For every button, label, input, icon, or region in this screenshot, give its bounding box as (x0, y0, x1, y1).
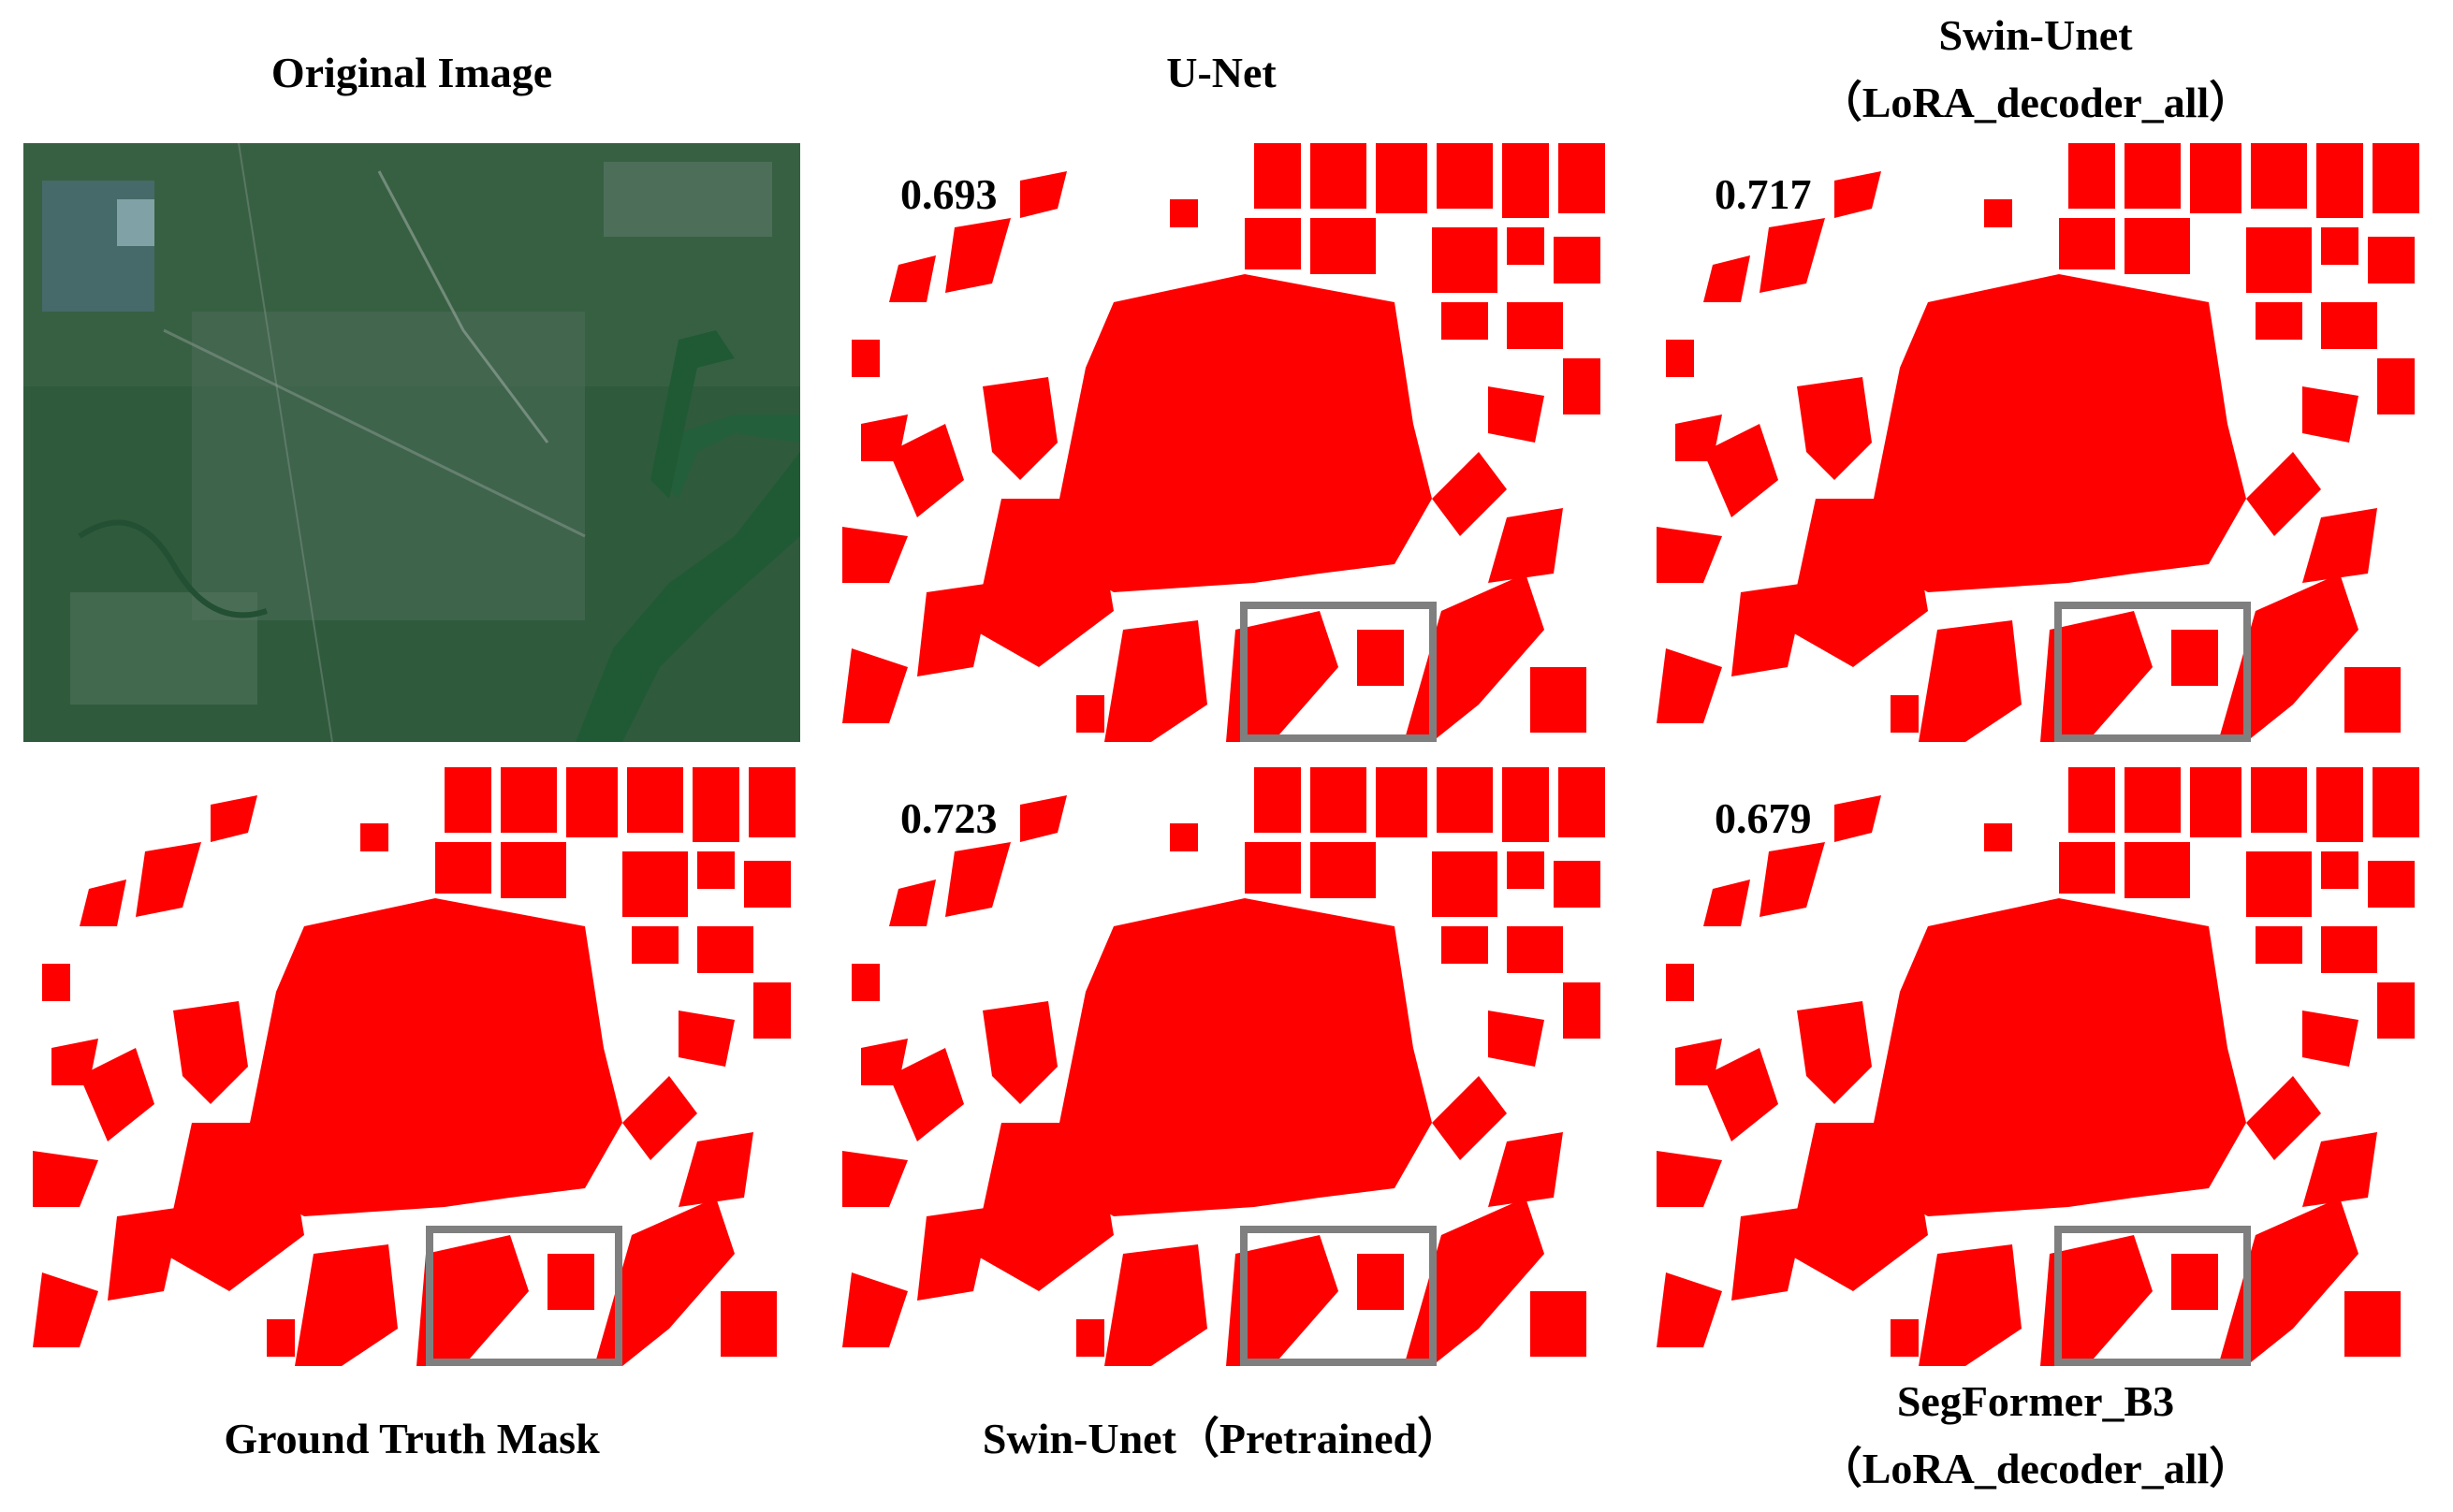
swin-lora-mask-panel: 0.717 (1647, 143, 2424, 742)
unet-mask-image (842, 143, 1605, 742)
title-swin-lora-line2: （LoRA_decoder_all） (1818, 79, 2253, 126)
swin-pretrained-mask-image (842, 767, 1605, 1366)
segformer-lora-zoom-box (2054, 1226, 2251, 1366)
swin-lora-zoom-box (2054, 602, 2251, 742)
swin-lora-mask-image (1657, 143, 2419, 742)
ground-truth-mask-panel (23, 767, 800, 1366)
swin-pretrained-zoom-box (1240, 1226, 1437, 1366)
title-unet: U-Net (1166, 49, 1277, 96)
swin-pretrained-score: 0.723 (900, 794, 998, 842)
title-segformer-line1: SegFormer_B3 (1896, 1377, 2175, 1425)
title-ground-truth: Ground Truth Mask (224, 1415, 600, 1462)
ground-truth-zoom-box (426, 1226, 622, 1366)
segformer-lora-score: 0.679 (1715, 794, 1812, 842)
swin-pretrained-mask-panel: 0.723 (833, 767, 1610, 1366)
swin-lora-score: 0.717 (1715, 170, 1812, 218)
unet-zoom-box (1240, 602, 1437, 742)
title-original-image: Original Image (270, 49, 553, 96)
segformer-lora-mask-panel: 0.679 (1647, 767, 2424, 1366)
segformer-lora-mask-image (1657, 767, 2419, 1366)
title-swin-lora-line1: Swin-Unet (1938, 11, 2133, 59)
ground-truth-mask-image (33, 767, 796, 1366)
unet-score: 0.693 (900, 170, 998, 218)
title-swin-pretrained: Swin-Unet（Pretrained） (982, 1415, 1461, 1462)
satellite-image (23, 143, 800, 742)
original-image-panel (23, 143, 800, 742)
title-segformer-line2: （LoRA_decoder_all） (1818, 1445, 2253, 1492)
unet-mask-panel: 0.693 (833, 143, 1610, 742)
